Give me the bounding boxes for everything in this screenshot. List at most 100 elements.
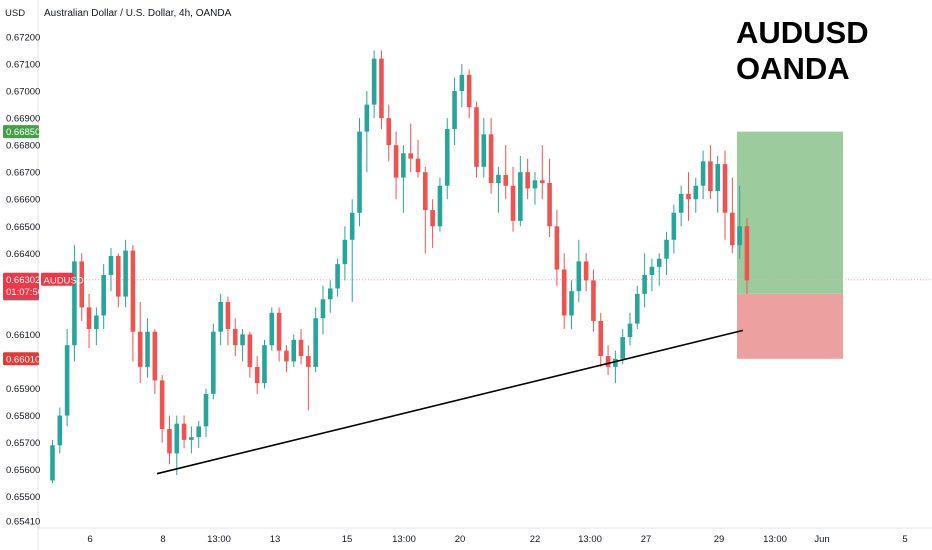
candle xyxy=(225,296,231,346)
candle-body xyxy=(496,174,501,184)
candle xyxy=(335,258,340,297)
candle-body xyxy=(605,356,611,367)
candle xyxy=(167,415,172,465)
candle-body xyxy=(430,210,435,227)
candle-body xyxy=(262,345,267,384)
candle xyxy=(101,264,106,330)
candle xyxy=(532,172,538,205)
candle-body xyxy=(284,350,289,362)
y-tick-label: 0.67100 xyxy=(6,60,40,71)
candle xyxy=(174,415,180,476)
candle xyxy=(349,199,355,302)
candle xyxy=(123,239,128,308)
candle xyxy=(371,50,377,119)
candle xyxy=(737,185,742,259)
candle-body xyxy=(79,261,85,308)
profit-zone[interactable] xyxy=(737,131,843,294)
candle-body xyxy=(459,74,465,92)
y-tick-label: 0.65410 xyxy=(6,517,40,528)
stop-price-tag: 0.66010 xyxy=(3,352,40,366)
candle xyxy=(496,166,501,213)
candle xyxy=(722,150,728,240)
candle-body xyxy=(554,226,560,270)
candle-body xyxy=(86,307,92,330)
symbol-label: AUDUSD xyxy=(41,272,84,286)
candle xyxy=(627,312,633,346)
candle-body xyxy=(108,256,114,275)
y-tick-label: 0.66900 xyxy=(6,114,40,125)
x-tick-label: 6 xyxy=(87,534,92,545)
y-tick-label: 0.65700 xyxy=(6,438,40,449)
candle xyxy=(700,150,706,200)
candle xyxy=(510,166,516,232)
y-tick-label: 0.67000 xyxy=(6,87,40,98)
candle xyxy=(130,245,136,362)
candle-body xyxy=(686,193,691,200)
candle xyxy=(642,253,647,308)
candle xyxy=(196,420,201,448)
candle-body xyxy=(327,288,333,300)
candle xyxy=(86,293,92,348)
candle xyxy=(664,231,669,275)
candle xyxy=(72,245,77,362)
candle-body xyxy=(232,329,238,346)
candle xyxy=(466,69,472,119)
candle-body xyxy=(364,104,370,132)
candle xyxy=(583,253,589,292)
candle xyxy=(437,177,443,232)
candle-body xyxy=(181,423,187,440)
candle xyxy=(269,307,275,351)
x-tick-label: 29 xyxy=(714,534,725,545)
candle-body xyxy=(306,356,311,367)
candle-body xyxy=(620,337,625,359)
candle xyxy=(671,204,677,254)
candle xyxy=(649,258,655,292)
candle-body xyxy=(203,393,209,427)
candle-body xyxy=(693,185,699,200)
candle xyxy=(276,307,282,362)
time-axis-ticks: 6 8 13:00 13 15 13:00 20 22 13:00 27 29 13:00 Jun 5 xyxy=(87,534,907,545)
candle xyxy=(569,280,574,330)
candle xyxy=(452,77,457,146)
candle-body xyxy=(349,212,355,240)
candle-body xyxy=(642,274,647,294)
candle-body xyxy=(576,261,582,292)
candle-body xyxy=(335,264,340,289)
candle xyxy=(678,185,684,227)
candle-body xyxy=(408,153,413,159)
x-tick-label: 13:00 xyxy=(392,534,416,545)
x-tick-label: 13 xyxy=(270,534,281,545)
y-tick-label: 0.66800 xyxy=(6,141,40,152)
candle xyxy=(576,239,582,302)
candle-body xyxy=(671,212,677,240)
candle-body xyxy=(386,118,392,146)
candle xyxy=(730,177,735,254)
candle-body xyxy=(474,107,479,167)
loss-zone[interactable] xyxy=(737,293,843,359)
candle-body xyxy=(379,58,384,119)
candle-body xyxy=(145,331,150,367)
candle xyxy=(79,253,85,321)
candle-body xyxy=(211,331,216,394)
candle xyxy=(291,334,297,367)
candle-body xyxy=(64,345,70,416)
candle-body xyxy=(72,261,77,346)
candle-body xyxy=(137,331,143,367)
candle-body xyxy=(196,426,201,438)
position-zones[interactable] xyxy=(38,131,932,359)
x-tick-label: 13:00 xyxy=(207,534,231,545)
candle-body xyxy=(444,128,450,186)
candle xyxy=(591,269,596,332)
x-tick-label: 13:00 xyxy=(578,534,602,545)
candle-body xyxy=(569,291,574,316)
candle xyxy=(598,312,604,367)
candle-body xyxy=(254,366,260,384)
candle xyxy=(547,158,552,238)
y-tick-label: 0.66100 xyxy=(6,330,40,341)
trendline xyxy=(156,329,744,475)
candle xyxy=(313,307,318,373)
candle-body xyxy=(700,161,706,186)
candle-body xyxy=(664,239,669,259)
